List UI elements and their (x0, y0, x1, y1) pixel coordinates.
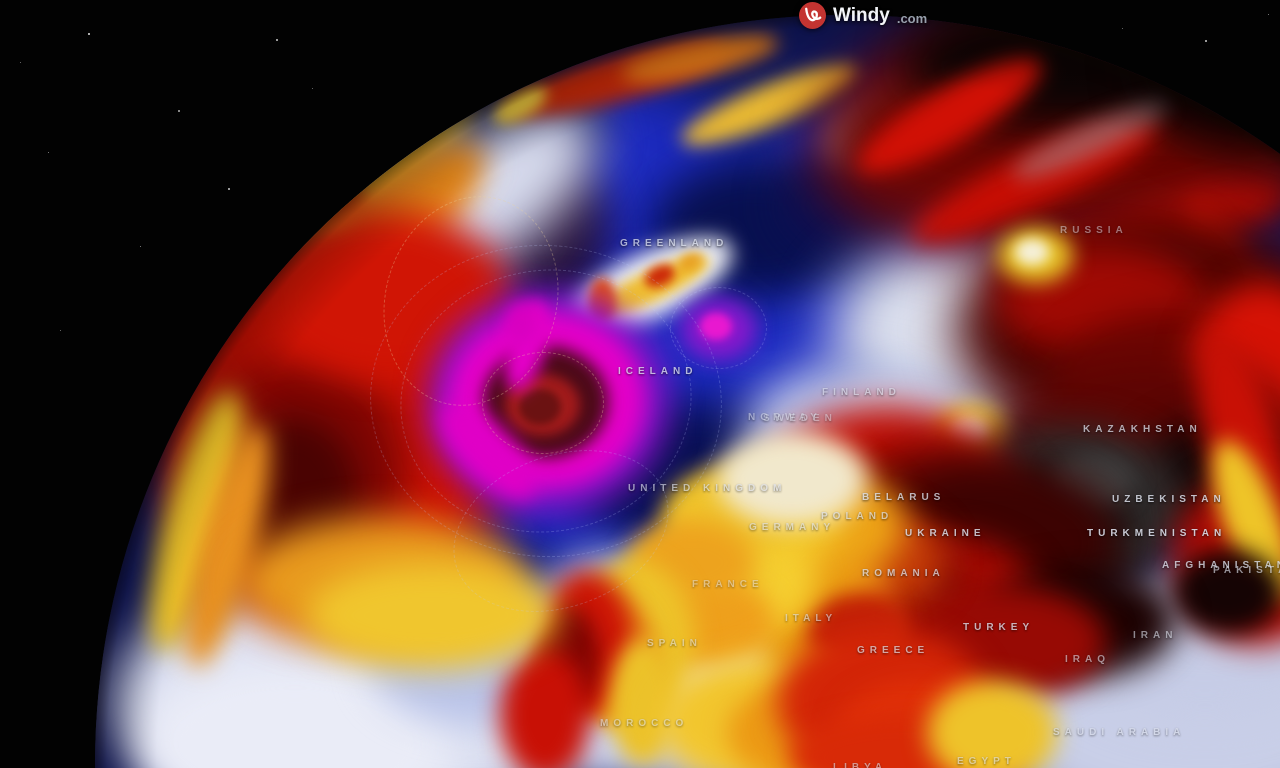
wind-swirl-icon (805, 7, 822, 22)
logo-suffix: .com (896, 10, 928, 26)
windy-logo-icon (799, 2, 826, 29)
star (60, 330, 61, 331)
logo-wordmark: Windy (833, 5, 890, 26)
star (1122, 28, 1123, 29)
star (276, 39, 278, 41)
star (88, 33, 90, 35)
star (48, 152, 49, 153)
star (140, 246, 141, 247)
windy-logo[interactable]: Windy .com (799, 2, 927, 29)
star (312, 88, 313, 89)
star (228, 188, 230, 190)
star (20, 62, 21, 63)
star (178, 110, 180, 112)
star (1205, 40, 1207, 42)
star (1268, 14, 1269, 15)
